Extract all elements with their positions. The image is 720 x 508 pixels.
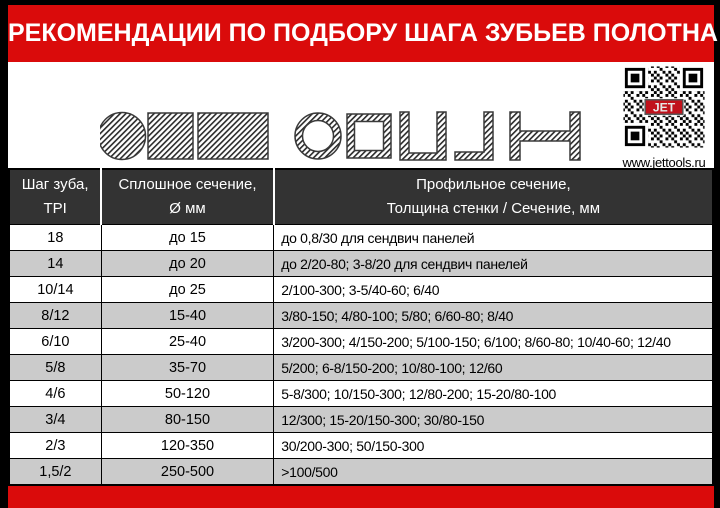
tooth-pitch-table: Шаг зуба, TPI Сплошное сечение, Ø мм Про… bbox=[8, 168, 714, 486]
cross-section-icons bbox=[100, 111, 581, 161]
table-row: 6/10 25-40 3/200-300; 4/150-200; 5/100-1… bbox=[8, 328, 714, 355]
profile-section-cell: 30/200-300; 50/150-300 bbox=[273, 432, 714, 459]
profile-section-cell: до 2/20-80; 3-8/20 для сендвич панелей bbox=[273, 250, 714, 277]
u-channel-icon bbox=[399, 111, 447, 161]
profile-section-cell: 5-8/300; 10/150-300; 12/80-200; 15-20/80… bbox=[273, 380, 714, 407]
table-row: 14 до 20 до 2/20-80; 3-8/20 для сендвич … bbox=[8, 250, 714, 277]
table-row: 10/14 до 25 2/100-300; 3-5/40-60; 6/40 bbox=[8, 276, 714, 303]
round-tube-icon bbox=[294, 112, 342, 160]
header-profile-section: Профильное сечение, Толщина стенки / Сеч… bbox=[273, 169, 713, 225]
solid-section-cell: 50-120 bbox=[100, 380, 275, 407]
solid-section-cell: до 15 bbox=[100, 224, 275, 251]
tpi-cell: 4/6 bbox=[8, 380, 102, 407]
tpi-cell: 2/3 bbox=[8, 432, 102, 459]
solid-section-cell: 120-350 bbox=[100, 432, 275, 459]
profile-section-cell: 5/200; 6-8/150-200; 10/80-100; 12/60 bbox=[273, 354, 714, 381]
tpi-cell: 6/10 bbox=[8, 328, 102, 355]
jet-logo: JET bbox=[643, 98, 685, 116]
bottom-accent-bar bbox=[8, 486, 714, 508]
solid-section-cell: 80-150 bbox=[100, 406, 275, 433]
table-row: 1,5/2 250-500 >100/500 bbox=[8, 458, 714, 486]
website-link[interactable]: www.jettools.ru bbox=[622, 155, 706, 170]
qr-code-icon: JET bbox=[622, 65, 706, 149]
solid-section-cell: 25-40 bbox=[100, 328, 275, 355]
page-title: РЕКОМЕНДАЦИИ ПО ПОДБОРУ ШАГА ЗУБЬЕВ ПОЛО… bbox=[8, 5, 718, 62]
profile-section-cell: 12/300; 15-20/150-300; 30/80-150 bbox=[273, 406, 714, 433]
tpi-cell: 8/12 bbox=[8, 302, 102, 329]
table-row: 3/4 80-150 12/300; 15-20/150-300; 30/80-… bbox=[8, 406, 714, 433]
jet-logo-text: JET bbox=[653, 100, 676, 114]
solid-round-bar-icon bbox=[100, 111, 147, 161]
angle-profile-icon bbox=[454, 111, 494, 161]
solid-section-cell: до 20 bbox=[100, 250, 275, 277]
tpi-cell: 10/14 bbox=[8, 276, 102, 303]
qr-finder-patterns bbox=[622, 65, 706, 149]
solid-rectangular-bar-icon bbox=[197, 112, 269, 160]
solid-section-cell: 35-70 bbox=[100, 354, 275, 381]
solid-section-cell: 15-40 bbox=[100, 302, 275, 329]
header-solid-section: Сплошное сечение, Ø мм bbox=[101, 169, 275, 225]
profile-section-cell: 3/80-150; 4/80-100; 5/80; 6/60-80; 8/40 bbox=[273, 302, 714, 329]
table-header-row: Шаг зуба, TPI Сплошное сечение, Ø мм Про… bbox=[9, 169, 713, 225]
table-row: 2/3 120-350 30/200-300; 50/150-300 bbox=[8, 432, 714, 459]
tpi-cell: 3/4 bbox=[8, 406, 102, 433]
solid-section-cell: до 25 bbox=[100, 276, 275, 303]
table-row: 18 до 15 до 0,8/30 для сендвич панелей bbox=[8, 224, 714, 251]
tpi-cell: 1,5/2 bbox=[8, 458, 102, 486]
table-row: 5/8 35-70 5/200; 6-8/150-200; 10/80-100;… bbox=[8, 354, 714, 381]
square-tube-icon bbox=[346, 113, 392, 159]
solid-square-bar-icon bbox=[147, 112, 194, 160]
illustration-area: JET www.jettools.ru bbox=[8, 62, 714, 170]
table-row: 4/6 50-120 5-8/300; 10/150-300; 12/80-20… bbox=[8, 380, 714, 407]
content-frame: РЕКОМЕНДАЦИИ ПО ПОДБОРУ ШАГА ЗУБЬЕВ ПОЛО… bbox=[8, 5, 718, 508]
table-row: 8/12 15-40 3/80-150; 4/80-100; 5/80; 6/6… bbox=[8, 302, 714, 329]
solid-section-cell: 250-500 bbox=[100, 458, 275, 486]
tpi-cell: 18 bbox=[8, 224, 102, 251]
tpi-cell: 5/8 bbox=[8, 354, 102, 381]
header-tpi: Шаг зуба, TPI bbox=[9, 169, 103, 225]
profile-section-cell: 2/100-300; 3-5/40-60; 6/40 bbox=[273, 276, 714, 303]
profile-section-cell: >100/500 bbox=[273, 458, 714, 486]
profile-section-cell: 3/200-300; 4/150-200; 5/100-150; 6/100; … bbox=[273, 328, 714, 355]
h-beam-icon bbox=[509, 111, 581, 161]
profile-section-cell: до 0,8/30 для сендвич панелей bbox=[273, 224, 714, 251]
brand-block: JET www.jettools.ru bbox=[618, 65, 710, 170]
tpi-cell: 14 bbox=[8, 250, 102, 277]
